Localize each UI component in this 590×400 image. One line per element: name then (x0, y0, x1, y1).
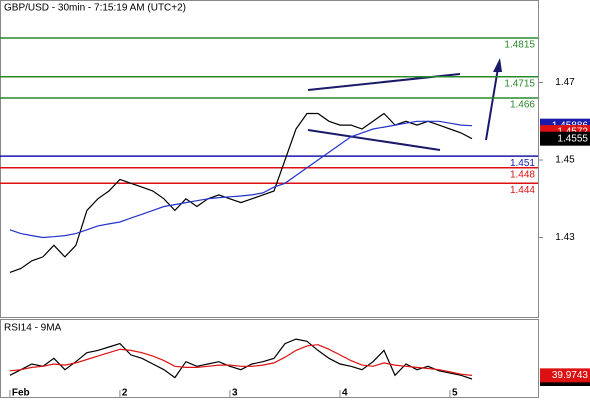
arrow-head (493, 58, 502, 72)
y-tick-label: 1.45 (555, 155, 575, 166)
x-tick-label: 2 (122, 388, 128, 399)
series-line (9, 338, 473, 380)
level-label: 1.444 (510, 185, 535, 196)
rsi-panel (0, 319, 539, 398)
x-tick-label: 4 (342, 388, 348, 399)
price-panel (0, 0, 539, 318)
level-label: 1.4815 (504, 40, 535, 51)
x-tick-label: 5 (452, 388, 458, 399)
series-line (9, 344, 473, 376)
series-line (9, 120, 473, 239)
level-label: 1.4715 (504, 78, 535, 89)
value-box (540, 368, 590, 383)
price-box (540, 131, 590, 146)
value-label: 39.9743 (552, 370, 589, 381)
x-tick-label: 3 (232, 388, 238, 399)
rsi-title: RSI14 - 9MA (4, 323, 62, 334)
level-label: 1.466 (510, 100, 535, 111)
arrow (485, 67, 499, 141)
x-tick-label: Feb (12, 388, 30, 399)
level-label: 1.448 (510, 169, 535, 180)
level-label: 1.451 (510, 158, 535, 169)
price-label: 1.4555 (557, 133, 588, 144)
chart-title: GBP/USD - 30min - 7:15:19 AM (UTC+2) (4, 3, 186, 14)
y-tick-label: 1.43 (555, 232, 575, 243)
trend-line (307, 129, 441, 151)
y-tick-label: 1.47 (555, 77, 575, 88)
